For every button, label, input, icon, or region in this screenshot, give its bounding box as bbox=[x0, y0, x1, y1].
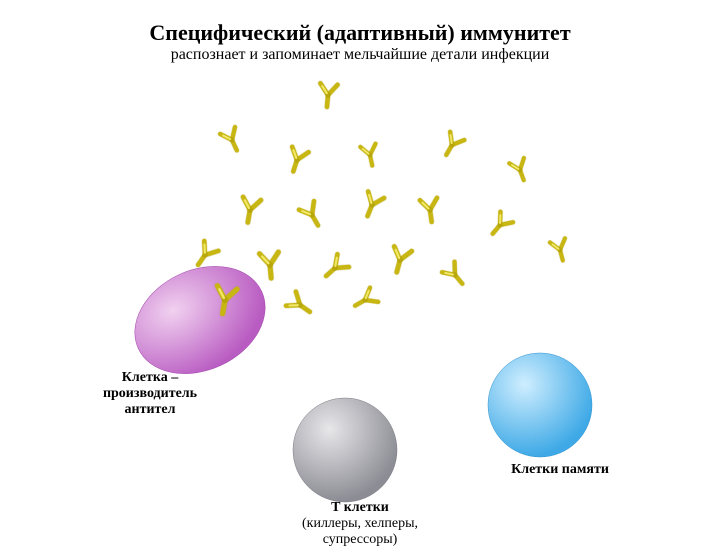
antibody-icon bbox=[486, 212, 513, 239]
antibody-icon bbox=[285, 147, 309, 174]
antibody-icon bbox=[259, 252, 280, 279]
antibody-icon bbox=[360, 144, 379, 168]
antibody-icon bbox=[439, 132, 464, 159]
antibody-icon bbox=[220, 127, 244, 154]
antibody-icon bbox=[299, 201, 325, 230]
memory-cell-label-text: Клетки памяти bbox=[511, 462, 609, 477]
antibody-icon bbox=[286, 292, 315, 319]
t-cell-label-bold: T клетки bbox=[331, 500, 389, 515]
antibody-icon bbox=[351, 288, 378, 313]
memory-cell bbox=[488, 353, 592, 457]
producer-cell-label-text: Клетка –производительантител bbox=[103, 370, 197, 417]
antibody-icon bbox=[420, 198, 440, 223]
antibody-icon bbox=[191, 241, 218, 270]
t-cell-label-plain: (киллеры, хелперы,супрессоры) bbox=[302, 516, 418, 547]
antibody-icon bbox=[442, 262, 469, 289]
antibody-icon bbox=[320, 254, 349, 282]
t-cell-label: T клетки (киллеры, хелперы,супрессоры) bbox=[280, 500, 440, 548]
antibody-icon bbox=[318, 83, 337, 107]
antibody-icon bbox=[388, 246, 412, 274]
diagram-stage bbox=[0, 0, 720, 540]
antibody-icon bbox=[239, 197, 261, 224]
antibody-icon bbox=[550, 238, 570, 262]
t-cell bbox=[293, 398, 397, 502]
antibody-icon bbox=[360, 192, 385, 220]
memory-cell-label: Клетки памяти bbox=[480, 462, 640, 478]
producer-cell-label: Клетка –производительантител bbox=[80, 370, 220, 418]
antibody-icon bbox=[509, 158, 531, 183]
